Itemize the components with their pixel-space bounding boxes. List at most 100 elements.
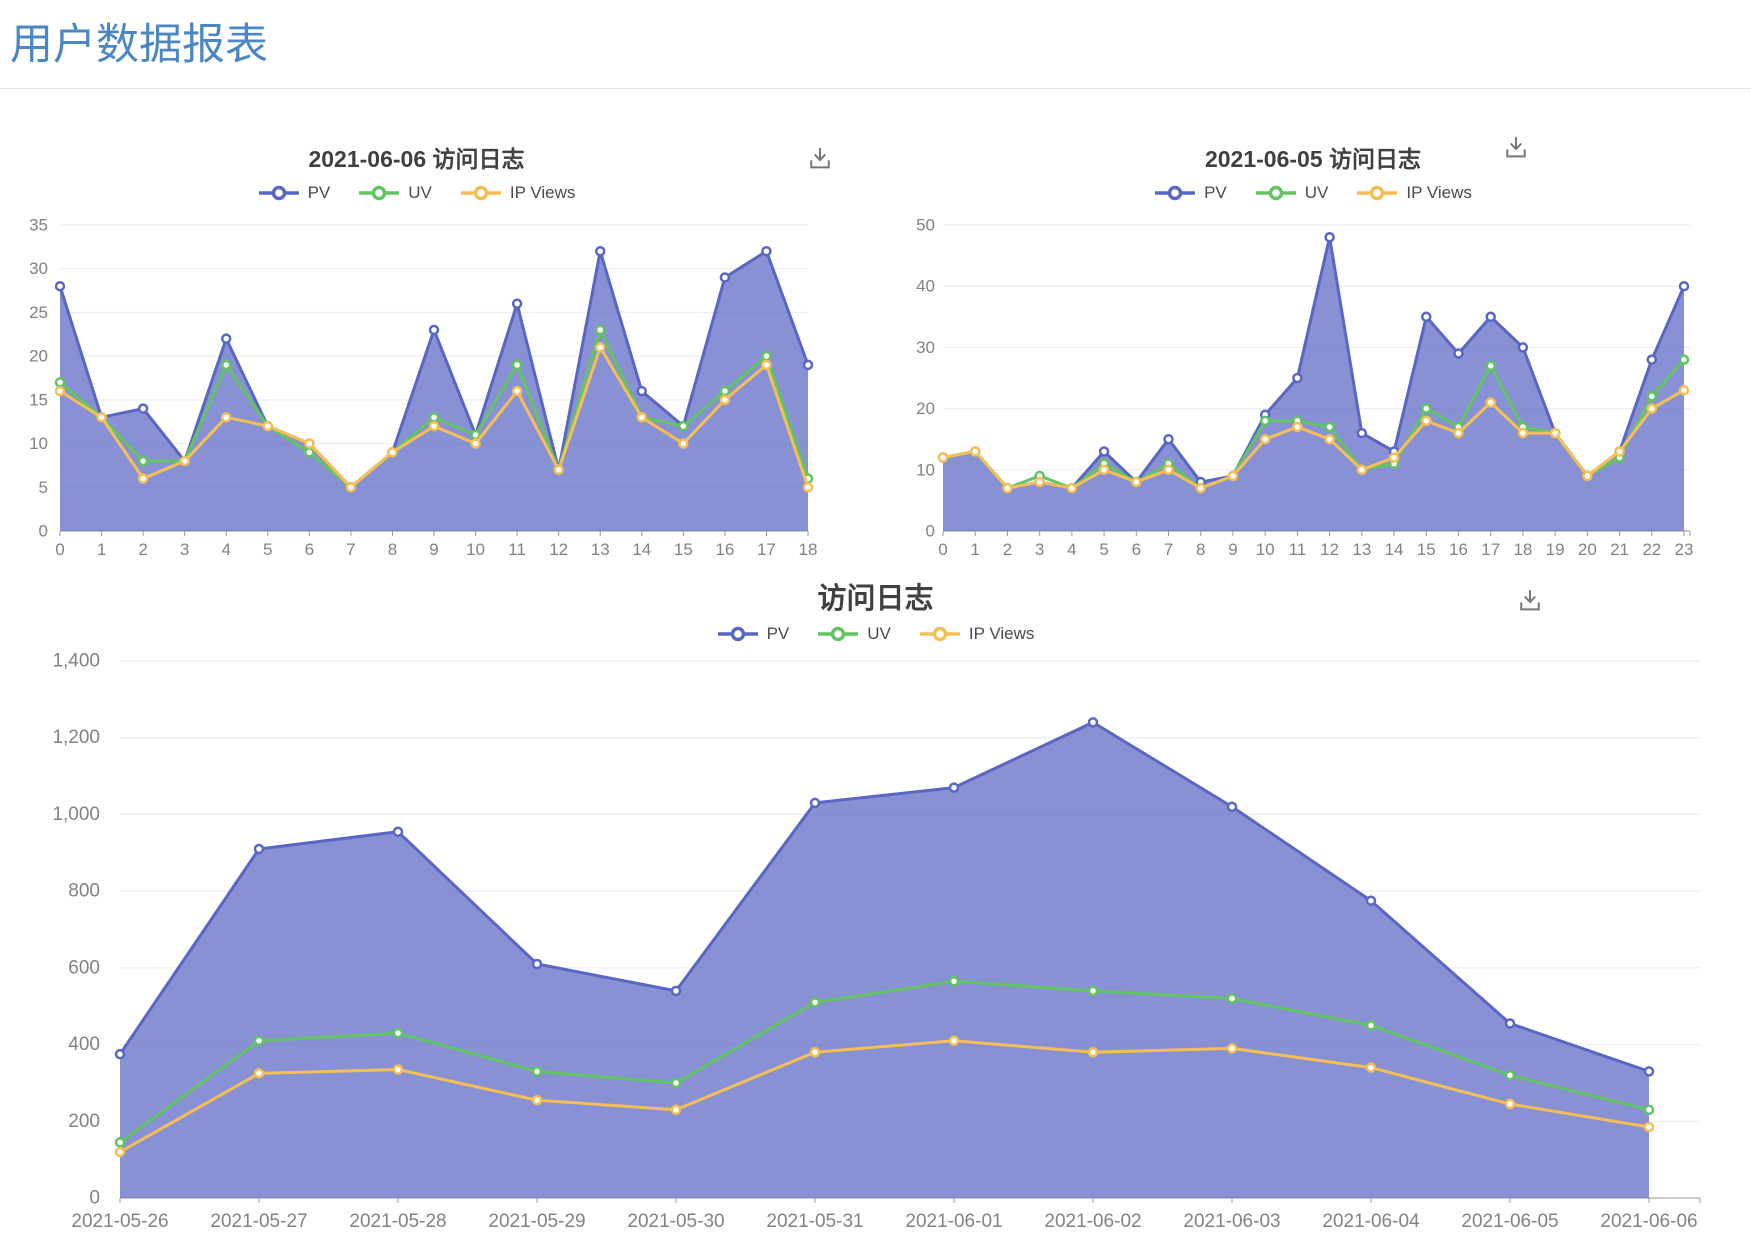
data-point[interactable] <box>114 1137 126 1148</box>
data-point[interactable] <box>678 438 689 449</box>
data-point[interactable] <box>719 272 731 283</box>
data-point[interactable] <box>670 985 682 997</box>
data-point[interactable] <box>809 797 821 809</box>
data-point[interactable] <box>1324 421 1335 433</box>
data-point[interactable] <box>531 1094 543 1106</box>
data-point[interactable] <box>761 359 772 371</box>
data-point[interactable] <box>1504 1098 1516 1110</box>
data-point[interactable] <box>1002 482 1013 494</box>
data-point[interactable] <box>1259 433 1271 445</box>
data-point[interactable] <box>1678 280 1690 292</box>
data-point[interactable] <box>809 1046 821 1058</box>
data-point[interactable] <box>1646 391 1658 402</box>
data-point[interactable] <box>948 1035 960 1046</box>
data-point[interactable] <box>220 359 232 371</box>
data-point[interactable] <box>253 843 265 855</box>
data-point[interactable] <box>428 420 440 432</box>
data-point[interactable] <box>594 342 606 353</box>
legend-item-pv[interactable]: PV <box>1154 183 1227 203</box>
data-point[interactable] <box>96 412 107 423</box>
data-point[interactable] <box>1453 348 1464 359</box>
data-point[interactable] <box>1517 342 1529 353</box>
data-point[interactable] <box>1087 985 1099 997</box>
data-point[interactable] <box>220 412 232 423</box>
data-point[interactable] <box>1421 403 1432 414</box>
data-point[interactable] <box>54 280 66 292</box>
data-point[interactable] <box>636 412 648 423</box>
data-point[interactable] <box>220 333 232 344</box>
legend-item-uv[interactable]: UV <box>358 183 432 203</box>
data-point[interactable] <box>1356 464 1368 476</box>
legend-item-uv[interactable]: UV <box>817 624 891 644</box>
data-point[interactable] <box>678 420 689 432</box>
data-point[interactable] <box>1034 476 1045 488</box>
data-point[interactable] <box>54 377 66 388</box>
data-point[interactable] <box>428 324 440 336</box>
data-point[interactable] <box>1582 470 1593 482</box>
data-point[interactable] <box>1365 895 1377 906</box>
data-point[interactable] <box>54 385 66 397</box>
data-point[interactable] <box>1292 372 1303 384</box>
data-point[interactable] <box>1678 354 1690 365</box>
data-point[interactable] <box>1098 464 1110 476</box>
data-point[interactable] <box>428 412 440 423</box>
data-point[interactable] <box>1614 446 1625 457</box>
data-point[interactable] <box>1226 993 1238 1004</box>
data-point[interactable] <box>553 464 564 476</box>
data-point[interactable] <box>809 997 821 1008</box>
data-point[interactable] <box>1388 452 1400 463</box>
data-point[interactable] <box>345 482 357 493</box>
data-point[interactable] <box>1678 384 1690 396</box>
data-point[interactable] <box>392 1064 404 1075</box>
data-point[interactable] <box>594 245 606 257</box>
data-point[interactable] <box>1485 360 1496 372</box>
legend-item-pv[interactable]: PV <box>258 183 330 203</box>
data-point[interactable] <box>969 446 981 457</box>
data-point[interactable] <box>1259 415 1271 427</box>
data-point[interactable] <box>1485 311 1496 323</box>
data-point[interactable] <box>1324 433 1335 445</box>
download-icon[interactable] <box>1500 131 1532 163</box>
data-point[interactable] <box>1226 1043 1238 1054</box>
data-point[interactable] <box>1646 403 1658 414</box>
data-point[interactable] <box>531 958 543 970</box>
legend-item-ip-views[interactable]: IP Views <box>460 183 575 203</box>
data-point[interactable] <box>1163 464 1174 476</box>
data-point[interactable] <box>1504 1070 1516 1081</box>
data-point[interactable] <box>253 1035 265 1046</box>
data-point[interactable] <box>1292 421 1303 433</box>
data-point[interactable] <box>262 420 274 432</box>
data-point[interactable] <box>531 1066 543 1077</box>
data-point[interactable] <box>511 359 523 371</box>
data-point[interactable] <box>1643 1104 1655 1116</box>
data-point[interactable] <box>392 1027 404 1039</box>
data-point[interactable] <box>1098 446 1110 457</box>
data-point[interactable] <box>1356 427 1368 439</box>
data-point[interactable] <box>1517 427 1529 439</box>
download-icon[interactable] <box>804 142 836 174</box>
data-point[interactable] <box>392 826 404 837</box>
data-point[interactable] <box>594 324 606 336</box>
data-point[interactable] <box>802 482 814 493</box>
data-point[interactable] <box>1643 1066 1655 1077</box>
data-point[interactable] <box>802 359 814 371</box>
data-point[interactable] <box>948 782 960 793</box>
legend-item-uv[interactable]: UV <box>1255 183 1328 203</box>
data-point[interactable] <box>1421 415 1432 427</box>
data-point[interactable] <box>179 455 190 467</box>
data-point[interactable] <box>137 473 149 484</box>
data-point[interactable] <box>114 1146 126 1158</box>
data-point[interactable] <box>137 403 149 414</box>
data-point[interactable] <box>1227 470 1239 482</box>
data-point[interactable] <box>948 976 960 987</box>
legend-item-ip-views[interactable]: IP Views <box>919 624 1034 644</box>
data-point[interactable] <box>1163 433 1174 445</box>
data-point[interactable] <box>1365 1062 1377 1073</box>
data-point[interactable] <box>761 245 772 257</box>
data-point[interactable] <box>719 385 731 397</box>
data-point[interactable] <box>304 447 315 458</box>
data-point[interactable] <box>1365 1020 1377 1031</box>
